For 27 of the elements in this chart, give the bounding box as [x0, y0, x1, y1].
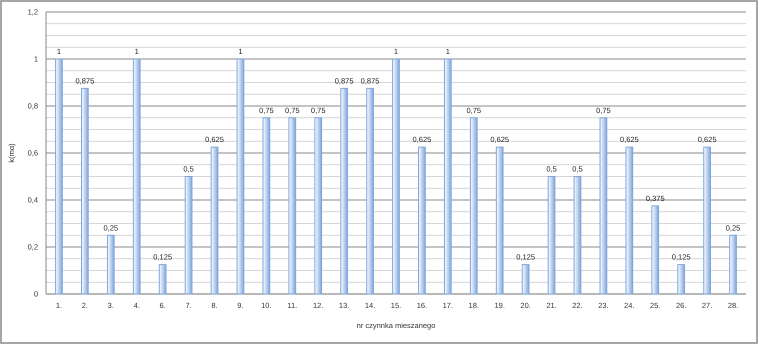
bar	[418, 146, 426, 294]
bar	[574, 176, 582, 294]
bar	[729, 234, 737, 294]
bar	[288, 117, 296, 294]
bar	[444, 58, 452, 294]
bar	[262, 117, 270, 294]
bar	[470, 117, 478, 294]
bar	[548, 176, 556, 294]
bar	[496, 146, 504, 294]
bar	[81, 88, 89, 294]
bar	[522, 264, 530, 294]
bar	[106, 234, 115, 294]
bar	[132, 58, 141, 294]
bar	[651, 205, 660, 294]
bar	[677, 264, 686, 294]
bar	[340, 88, 348, 294]
bar	[703, 146, 711, 294]
bar	[55, 58, 63, 294]
bar	[210, 146, 218, 294]
bar	[184, 176, 192, 294]
bar	[392, 58, 400, 294]
bar	[236, 58, 244, 294]
bar	[600, 117, 608, 294]
bar	[314, 117, 322, 294]
bar	[158, 264, 167, 294]
bar	[366, 88, 374, 294]
bar	[625, 146, 634, 294]
